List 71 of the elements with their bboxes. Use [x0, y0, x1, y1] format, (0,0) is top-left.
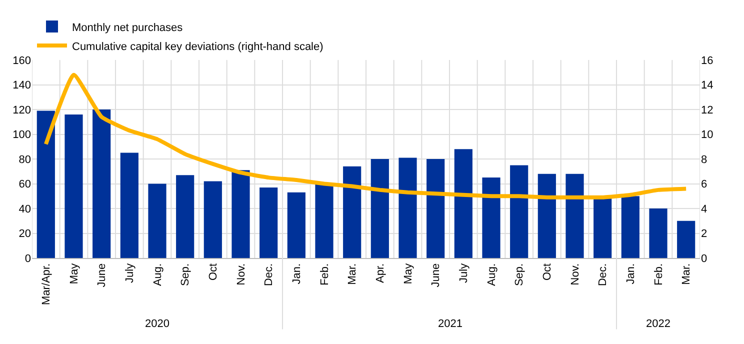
y2-tick-label: 6	[701, 178, 708, 191]
x-tick-label: Aug.	[152, 263, 164, 286]
bar	[677, 220, 696, 258]
bar	[343, 166, 362, 258]
y-tick-label: 100	[12, 129, 31, 142]
bar	[176, 175, 194, 258]
y-tick-label: 0	[24, 252, 31, 265]
x-tick-label: Oct	[207, 263, 220, 281]
bar	[232, 170, 250, 258]
bar	[148, 184, 166, 258]
text: 2022	[646, 318, 670, 330]
x-tick-label: Nov.	[569, 263, 582, 286]
text: 2020	[145, 318, 170, 330]
x-tick-label: July	[458, 262, 470, 283]
x-tick-label: Mar.	[346, 263, 359, 285]
y2-tick-label: 16	[701, 54, 714, 67]
x-tick-label: Sep.	[180, 263, 192, 286]
bar	[92, 110, 111, 258]
bar	[64, 114, 83, 258]
x-tick-label: June	[96, 263, 108, 288]
y2-tick-label: 14	[701, 80, 714, 92]
legend-label: Cumulative capital key deviations (right-hand scale)	[72, 40, 324, 53]
x-tick-label: Oct	[541, 263, 554, 281]
y2-tick-label: 10	[701, 129, 714, 142]
y2-tick-label: 12	[701, 104, 714, 116]
x-tick-label: Jan.	[624, 263, 637, 284]
x-tick-label: Feb.	[318, 263, 331, 286]
bar	[649, 208, 668, 258]
bar	[482, 178, 500, 258]
x-tick-label: Dec.	[597, 263, 610, 286]
x-tick-label: Feb.	[652, 263, 665, 286]
y-tick-label: 140	[12, 80, 31, 92]
bar	[566, 174, 584, 258]
x-tick-label: Mar/Apr.	[40, 263, 52, 305]
x-tick-label: June	[430, 263, 442, 288]
x-tick-label: Jan.	[290, 263, 303, 284]
bar	[260, 187, 278, 258]
x-tick-label: May	[402, 262, 414, 284]
y-tick-label: 160	[12, 54, 31, 67]
bar	[454, 149, 472, 258]
bar	[510, 165, 528, 258]
x-tick-label: Dec.	[263, 263, 276, 286]
bar	[204, 181, 222, 258]
x-tick-label: Nov.	[235, 263, 248, 286]
y-tick-label: 80	[18, 154, 31, 166]
legend-label: Monthly net purchases	[72, 22, 184, 34]
x-tick-label: Apr.	[374, 263, 386, 283]
y-tick-label: 40	[18, 203, 31, 216]
y2-tick-label: 0	[701, 252, 708, 265]
x-tick-label: Aug.	[486, 263, 498, 286]
bar	[398, 158, 417, 258]
bar	[120, 152, 138, 258]
bar	[538, 174, 556, 258]
x-tick-label: Mar.	[680, 263, 693, 285]
y-tick-label: 20	[18, 228, 31, 240]
y2-tick-label: 8	[701, 154, 708, 166]
bar	[370, 159, 389, 258]
y-tick-label: 120	[12, 104, 31, 116]
bar	[315, 184, 334, 258]
x-tick-label: Sep.	[514, 263, 526, 286]
bar	[287, 192, 306, 258]
y2-tick-label: 2	[701, 228, 708, 240]
bar	[621, 196, 640, 258]
x-tick-label: May	[68, 262, 80, 284]
line-series	[44, 72, 688, 200]
bar	[426, 159, 445, 258]
y-tick-label: 60	[18, 178, 31, 191]
x-tick-label: July	[124, 262, 136, 283]
y2-tick-label: 4	[701, 203, 708, 216]
bar	[36, 110, 55, 258]
text: 2021	[438, 318, 462, 330]
